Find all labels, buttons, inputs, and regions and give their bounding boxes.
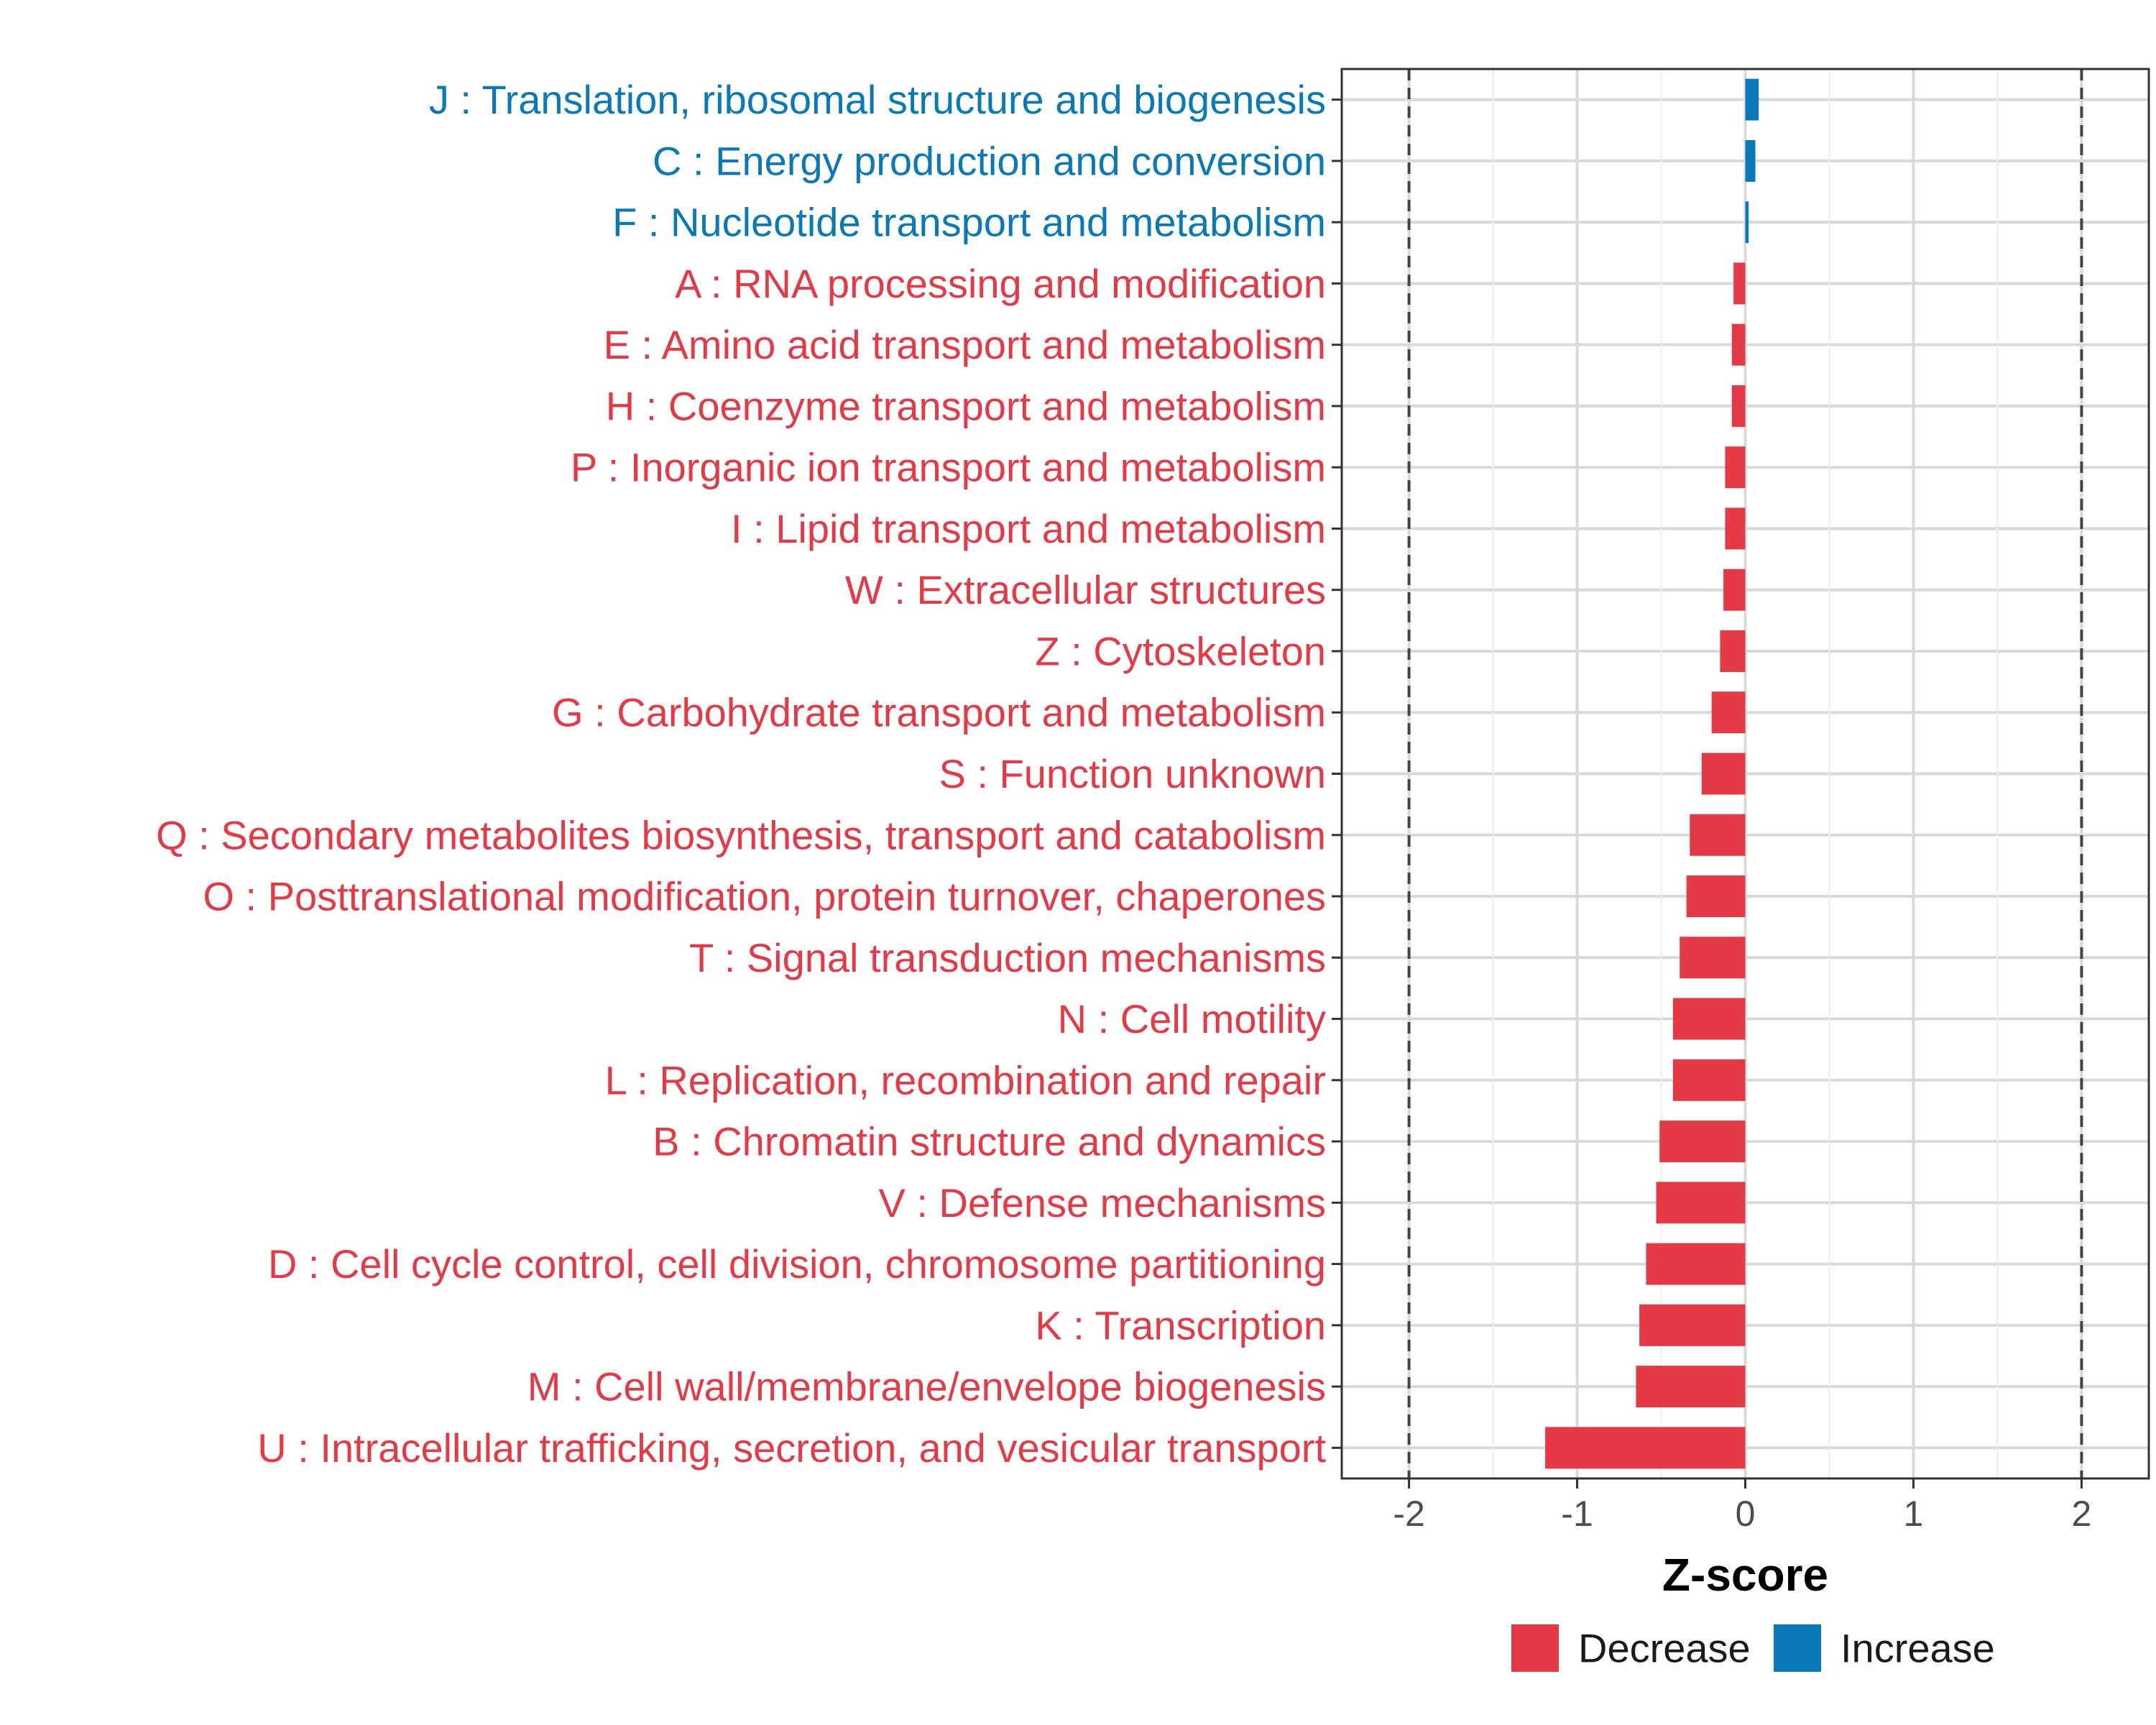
x-axis-ticks: -2 -1 0 1 2 (1393, 1478, 2091, 1534)
category-label: G : Carbohydrate transport and metabolis… (552, 690, 1326, 735)
x-tick-label: -1 (1561, 1494, 1593, 1534)
category-label: K : Transcription (1035, 1302, 1326, 1348)
legend: Decrease Increase (1511, 1624, 1995, 1672)
bar (1680, 937, 1746, 979)
bar (1672, 998, 1746, 1040)
bar (1745, 139, 1756, 182)
category-label: P : Inorganic ion transport and metaboli… (571, 445, 1326, 490)
bar (1731, 323, 1746, 366)
bar (1701, 753, 1746, 795)
bar (1636, 1366, 1746, 1408)
legend-key-decrease (1511, 1624, 1559, 1672)
bar (1745, 201, 1749, 244)
category-label: E : Amino acid transport and metabolism (604, 322, 1326, 367)
bar (1659, 1121, 1746, 1163)
bar (1731, 385, 1746, 427)
x-tick-label: -2 (1393, 1494, 1424, 1534)
bar-layer (1545, 78, 1759, 1469)
category-label: T : Signal transduction mechanisms (689, 935, 1326, 980)
category-label: Z : Cytoskeleton (1035, 628, 1326, 673)
category-label: I : Lipid transport and metabolism (731, 506, 1326, 551)
category-label: N : Cell motility (1058, 996, 1326, 1041)
category-label: B : Chromatin structure and dynamics (653, 1119, 1326, 1164)
y-axis-ticks (1332, 98, 1342, 1449)
x-tick-label: 1 (1904, 1494, 1924, 1534)
bar (1646, 1243, 1746, 1285)
bar (1720, 630, 1746, 672)
panel-border (1340, 68, 2150, 1480)
category-label: F : Nucleotide transport and metabolism (612, 200, 1326, 245)
bar (1672, 1059, 1746, 1101)
category-label: H : Coenzyme transport and metabolism (606, 383, 1326, 428)
bar (1723, 569, 1746, 611)
category-label: S : Function unknown (939, 751, 1326, 796)
bar (1725, 507, 1746, 550)
reference-lines (1407, 69, 2083, 1478)
x-axis-title: Z-score (1662, 1549, 1828, 1601)
bar (1745, 78, 1759, 121)
category-label: M : Cell wall/membrane/envelope biogenes… (528, 1364, 1326, 1409)
category-label: O : Posttranslational modification, prot… (203, 874, 1326, 919)
bar (1639, 1304, 1746, 1346)
bar (1711, 691, 1746, 734)
category-label: C : Energy production and conversion (653, 138, 1326, 183)
y-axis-labels: J : Translation, ribosomal structure and… (156, 77, 1326, 1471)
category-label: Q : Secondary metabolites biosynthesis, … (156, 812, 1326, 857)
legend-key-increase (1774, 1624, 1821, 1672)
category-label: V : Defense mechanisms (879, 1180, 1326, 1225)
bar (1733, 262, 1746, 305)
legend-label-increase: Increase (1841, 1626, 1995, 1671)
x-tick-label: 0 (1736, 1494, 1756, 1534)
bar (1725, 446, 1746, 489)
category-label: D : Cell cycle control, cell division, c… (268, 1241, 1326, 1287)
x-tick-label: 2 (2072, 1494, 2092, 1534)
legend-label-decrease: Decrease (1578, 1626, 1751, 1671)
bar (1656, 1182, 1746, 1224)
category-label: J : Translation, ribosomal structure and… (429, 77, 1326, 122)
category-label: W : Extracellular structures (845, 567, 1326, 612)
bar (1545, 1427, 1746, 1469)
category-label: U : Intracellular trafficking, secretion… (257, 1425, 1326, 1471)
bar (1686, 875, 1746, 918)
bar (1690, 814, 1746, 856)
category-label: L : Replication, recombination and repai… (605, 1057, 1326, 1103)
category-label: A : RNA processing and modification (675, 261, 1326, 306)
